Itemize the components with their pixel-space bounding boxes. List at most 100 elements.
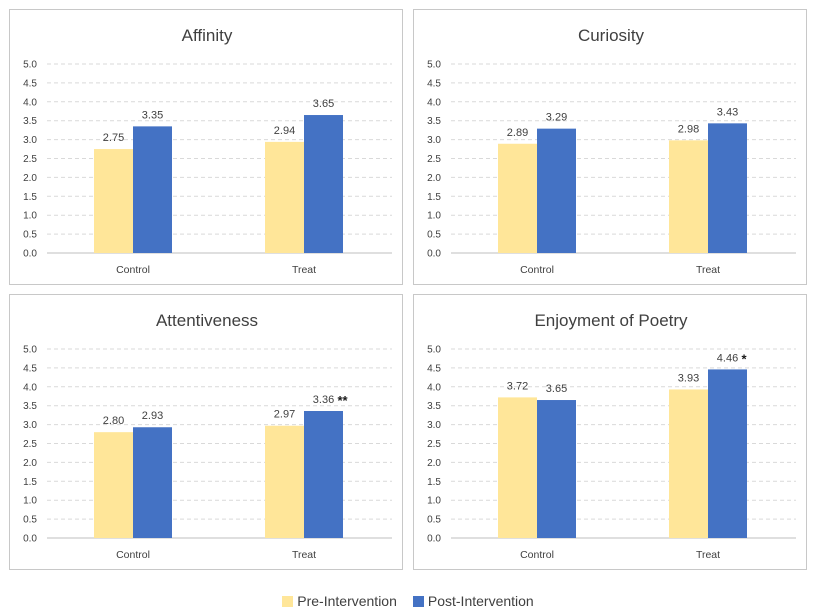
chart-svg: Attentiveness 0.0 0.5 1.0 1.5 2.0 2.5 3.0 3.5 4.0… <box>23 311 392 561</box>
data-label-control-pre: 2.75 <box>103 132 124 144</box>
y-tick-label: 1.0 <box>23 211 37 222</box>
y-tick-label: 4.0 <box>23 97 37 108</box>
chart-panel-curiosity: Curiosity 0.0 0.5 1.0 1.5 2.0 2.5 3.0 3.5 4.0 4.5 5… <box>413 9 807 285</box>
data-label-treat-pre: 2.98 <box>678 123 699 135</box>
bar-control-post <box>537 128 576 253</box>
y-tick-label: 2.0 <box>427 173 441 184</box>
data-label-treat-post: 3.43 <box>717 106 738 118</box>
y-tick-label: 0.5 <box>23 230 37 241</box>
y-tick-label: 1.5 <box>23 477 37 488</box>
y-tick-label: 2.0 <box>427 458 441 469</box>
category-label-control: Control <box>116 264 150 276</box>
data-label-treat-post: 4.46 <box>717 352 738 364</box>
data-label-control-pre: 3.72 <box>507 380 528 392</box>
category-label-treat: Treat <box>292 264 316 276</box>
data-label-control-post: 3.29 <box>546 112 567 124</box>
y-tick-label: 3.0 <box>427 420 441 431</box>
y-tick-label: 0.0 <box>23 249 37 260</box>
legend: Pre-Intervention Post-Intervention <box>0 591 816 611</box>
y-tick-label: 3.0 <box>427 135 441 146</box>
category-label-control: Control <box>116 549 150 561</box>
data-label-control-post: 3.35 <box>142 109 163 121</box>
y-tick-label: 5.0 <box>23 345 37 356</box>
y-tick-label: 2.5 <box>427 439 441 450</box>
bar-control-pre <box>94 149 133 253</box>
legend-label-pre: Pre-Intervention <box>297 593 397 609</box>
chart-panel-enjoyment-of-poetry: Enjoyment of Poetry 0.0 0.5 1.0 1.5 2.0 2.5 3.0… <box>413 294 807 570</box>
data-label-control-post: 3.65 <box>546 383 567 395</box>
y-tick-label: 4.5 <box>427 78 441 89</box>
y-tick-label: 3.5 <box>23 401 37 412</box>
data-label-treat-post: 3.36 <box>313 394 334 406</box>
chart-svg: Enjoyment of Poetry 0.0 0.5 1.0 1.5 2.0 2.5 3.0… <box>427 311 796 561</box>
bar-control-post <box>133 126 172 253</box>
y-tick-label: 4.0 <box>427 97 441 108</box>
y-tick-label: 0.0 <box>23 534 37 545</box>
y-tick-label: 1.5 <box>427 477 441 488</box>
chart-panel-attentiveness: Attentiveness 0.0 0.5 1.0 1.5 2.0 2.5 3.0 3.5 4.0… <box>9 294 403 570</box>
y-tick-label: 1.5 <box>427 192 441 203</box>
legend-item-post: Post-Intervention <box>412 593 534 609</box>
y-tick-label: 5.0 <box>427 345 441 356</box>
bar-control-pre <box>498 397 537 538</box>
bar-treat-pre <box>669 140 708 253</box>
chart-panel-affinity: Affinity 0.0 0.5 1.0 1.5 2.0 2.5 3.0 3.5 4.0 4.5 5.… <box>9 9 403 285</box>
category-label-treat: Treat <box>696 264 720 276</box>
y-tick-label: 1.5 <box>23 192 37 203</box>
y-tick-label: 1.0 <box>427 211 441 222</box>
bar-control-pre <box>498 143 537 253</box>
y-tick-label: 4.5 <box>23 363 37 374</box>
legend-item-pre: Pre-Intervention <box>282 593 397 609</box>
significance-marker: * <box>742 351 748 366</box>
data-label-treat-pre: 2.94 <box>274 125 295 137</box>
category-label-treat: Treat <box>292 549 316 561</box>
y-tick-label: 5.0 <box>427 60 441 71</box>
data-label-treat-post: 3.65 <box>313 98 334 110</box>
data-label-treat-pre: 2.97 <box>274 409 295 421</box>
significance-marker: ** <box>338 393 349 408</box>
legend-label-post: Post-Intervention <box>427 593 534 609</box>
y-tick-label: 4.0 <box>23 382 37 393</box>
bar-treat-pre <box>265 425 304 538</box>
chart-title: Curiosity <box>578 26 645 45</box>
bar-treat-post <box>708 123 747 253</box>
category-label-treat: Treat <box>696 549 720 561</box>
y-tick-label: 2.0 <box>23 173 37 184</box>
bar-control-pre <box>94 432 133 538</box>
chart-svg: Affinity 0.0 0.5 1.0 1.5 2.0 2.5 3.0 3.5 4.0 4.5 5.… <box>23 26 392 276</box>
y-tick-label: 3.0 <box>23 135 37 146</box>
y-tick-label: 2.5 <box>427 154 441 165</box>
y-tick-label: 2.5 <box>23 439 37 450</box>
y-tick-label: 3.5 <box>427 401 441 412</box>
legend-swatch-post <box>412 595 424 607</box>
y-tick-label: 2.0 <box>23 458 37 469</box>
chart-svg: Curiosity 0.0 0.5 1.0 1.5 2.0 2.5 3.0 3.5 4.0 4.5 5… <box>427 26 796 276</box>
bar-treat-pre <box>265 141 304 253</box>
y-tick-label: 0.0 <box>427 249 441 260</box>
y-tick-label: 0.5 <box>427 515 441 526</box>
y-tick-label: 0.5 <box>23 515 37 526</box>
bar-control-post <box>537 400 576 538</box>
y-tick-label: 0.0 <box>427 534 441 545</box>
bar-treat-post <box>304 410 343 538</box>
data-label-control-post: 2.93 <box>142 410 163 422</box>
chart-title: Enjoyment of Poetry <box>534 311 688 330</box>
bar-treat-pre <box>669 389 708 538</box>
y-tick-label: 0.5 <box>427 230 441 241</box>
y-tick-label: 3.5 <box>427 116 441 127</box>
y-tick-label: 1.0 <box>23 496 37 507</box>
legend-swatch-pre <box>282 595 294 607</box>
bar-treat-post <box>304 115 343 253</box>
bar-control-post <box>133 427 172 538</box>
y-tick-label: 4.5 <box>427 363 441 374</box>
category-label-control: Control <box>520 264 554 276</box>
y-tick-label: 3.5 <box>23 116 37 127</box>
data-label-treat-pre: 3.93 <box>678 372 699 384</box>
y-tick-label: 4.0 <box>427 382 441 393</box>
chart-title: Affinity <box>182 26 233 45</box>
y-tick-label: 4.5 <box>23 78 37 89</box>
chart-title: Attentiveness <box>156 311 258 330</box>
data-label-control-pre: 2.89 <box>507 127 528 139</box>
category-label-control: Control <box>520 549 554 561</box>
bar-treat-post <box>708 369 747 538</box>
